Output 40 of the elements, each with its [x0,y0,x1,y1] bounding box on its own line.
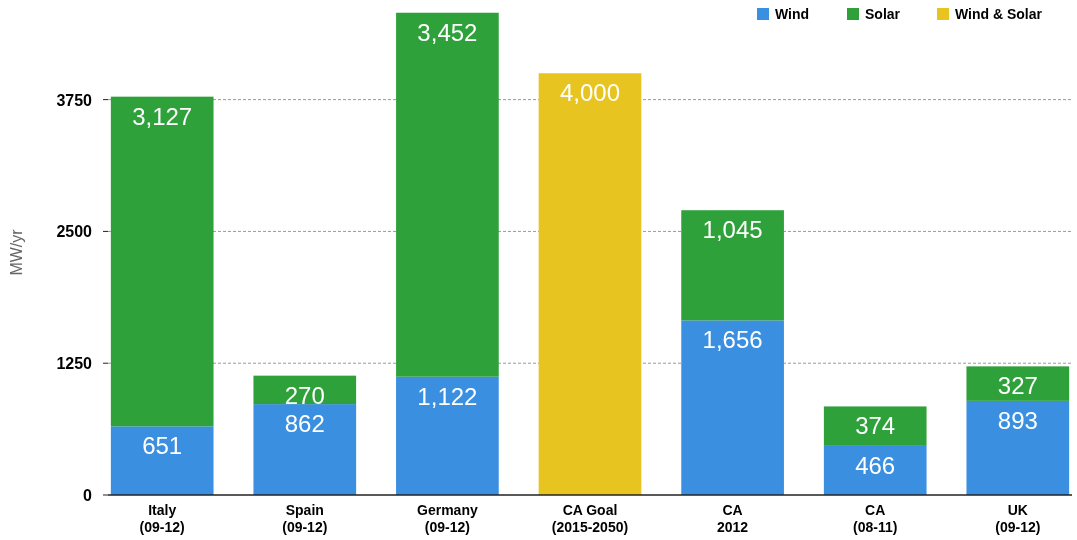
x-tick-label: Italy (09-12) [139,502,185,535]
bar [823,406,927,446]
data-label: 466 [855,451,896,479]
legend-label: Wind & Solar [955,6,1043,22]
data-label: 3,127 [132,102,193,130]
bar [396,376,499,495]
data-label: 1,122 [417,382,478,410]
x-tick-label: CA (08-11) [853,502,898,535]
x-tick-label: CA Goal (2015-2050) [551,502,629,535]
bar [823,445,927,495]
x-tick-label: Germany (09-12) [417,502,478,535]
y-axis-title: MW/yr [8,228,25,276]
bar [253,404,357,495]
bar [110,96,214,427]
data-label: 3,452 [417,18,478,46]
bar [681,320,784,495]
x-tick-label: CA 2012 [717,502,749,535]
data-label: 651 [142,432,183,460]
x-tick-label: Spain (09-12) [282,502,328,535]
data-label: 862 [284,410,325,438]
bar [681,210,784,321]
data-label: 1,045 [702,216,763,244]
bar [966,400,1070,495]
data-label: 1,656 [702,326,763,354]
data-label: 4,000 [559,79,621,107]
legend-label: Wind [775,6,810,22]
y-tick-label: 3750 [56,91,93,109]
bar [110,426,214,495]
bar [396,12,499,377]
data-label: 374 [855,412,896,440]
y-tick-label: 0 [83,487,93,504]
data-label: 893 [997,406,1038,434]
bar [966,366,1070,401]
data-label: 270 [284,381,325,409]
y-tick-label: 2500 [56,223,93,241]
legend-label: Solar [865,6,901,22]
data-label: 327 [997,372,1038,400]
y-tick-label: 1250 [56,355,93,373]
bar [538,73,642,495]
x-tick-label: UK (09-12) [995,502,1041,535]
